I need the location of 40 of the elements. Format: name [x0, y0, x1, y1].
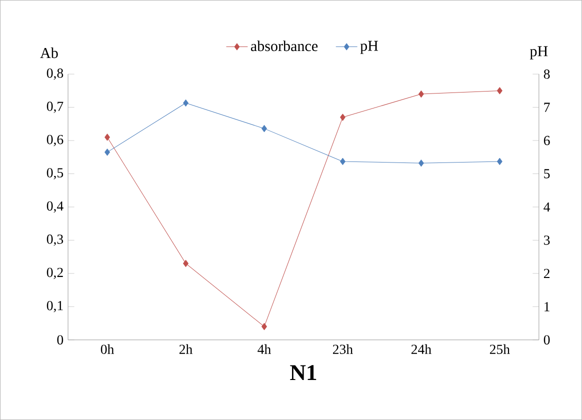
y-tick-label: 0,6 [46, 134, 64, 146]
y-tick-label: 0,2 [46, 268, 63, 280]
y-tick-label: 0,1 [46, 301, 63, 312]
y2-tick-label: 3 [544, 236, 550, 245]
y-tick-label: 0 [57, 335, 64, 345]
x-tick-label: 4h [258, 344, 271, 354]
point [418, 90, 424, 98]
y2-tick-label: 6 [544, 136, 550, 146]
y-tick-label: 0,3 [46, 234, 64, 246]
x-tick-label: 0h [100, 344, 114, 354]
y2-tick-label: 5 [544, 169, 550, 178]
point [262, 323, 267, 330]
legend-label: pH [360, 40, 378, 54]
y2-tick-label: 7 [544, 102, 550, 112]
y2-tick-label: 4 [544, 202, 550, 212]
point [183, 260, 188, 267]
point [340, 158, 346, 165]
y-tick-label: 0,5 [46, 168, 64, 180]
point [104, 148, 110, 156]
y2-tick-label: 1 [544, 302, 550, 312]
y2-tick-label: 0 [544, 335, 550, 345]
point [262, 125, 267, 132]
point [418, 160, 424, 167]
x-tick-label: 2h [179, 344, 192, 354]
point [496, 158, 502, 165]
x-tick-label: 23h [332, 344, 353, 354]
y-tick-label: 0,8 [46, 68, 64, 80]
y2-tick-label: 8 [544, 69, 550, 79]
y2-axis-title: pH [530, 46, 548, 60]
x-tick-label: 24h [411, 344, 432, 354]
point [340, 114, 346, 121]
point [496, 87, 502, 94]
point [104, 134, 110, 141]
y2-tick-label: 2 [544, 268, 550, 278]
x-axis-title: N1 [290, 365, 316, 380]
legend-label: absorbance [250, 40, 318, 52]
y-tick-label: 0,4 [46, 201, 64, 213]
y-axis-title: Ab [40, 48, 58, 58]
y-tick-label: 0,7 [46, 102, 64, 113]
x-tick-label: 25h [490, 344, 510, 354]
